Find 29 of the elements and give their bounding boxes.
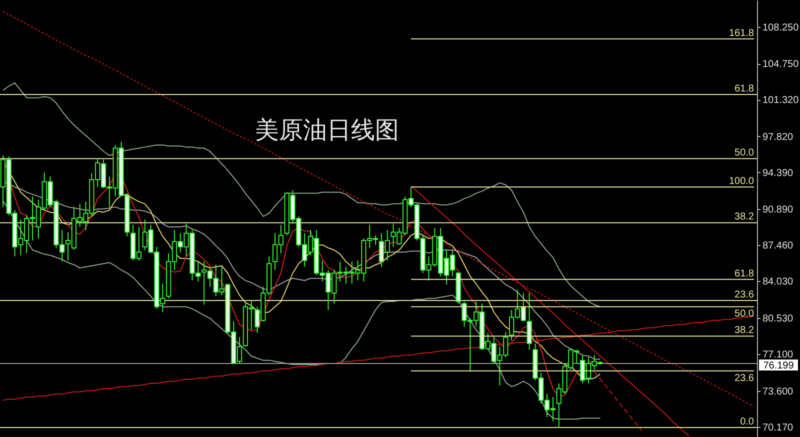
candlestick: [526, 292, 532, 350]
y-tick-label: 104.750: [762, 59, 800, 70]
y-tick-label: 70.170: [762, 422, 794, 434]
y-tick-label: 84.030: [762, 276, 794, 288]
y-tick-label: 87.460: [762, 240, 794, 252]
annotation: 50.0: [734, 308, 754, 320]
line-series: [2, 82, 601, 308]
line-series: [594, 371, 642, 432]
annotation: 61.8: [734, 268, 754, 280]
y-tick-label: 77.100: [762, 350, 794, 361]
y-tick-label: 94.390: [762, 168, 794, 179]
annotation: 50.0: [734, 148, 754, 159]
y-tick-label: 108.250: [762, 22, 800, 34]
y-tick-label: 80.530: [762, 313, 794, 324]
y-tick-label: 97.820: [762, 132, 794, 143]
ref-line-label: 76.199: [763, 360, 794, 372]
annotation: 23.6: [734, 289, 754, 300]
line-series: [2, 200, 601, 420]
annotation: 38.2: [734, 212, 754, 223]
annotation: 0.0: [740, 416, 754, 428]
text: 美原油日线图: [255, 116, 399, 144]
annotation: 23.6: [734, 372, 754, 384]
annotation: 161.8: [728, 28, 754, 39]
y-tick-label: 73.600: [762, 386, 794, 398]
y-tick-label: 101.320: [762, 95, 800, 106]
annotation: 100.0: [728, 176, 754, 187]
annotation: 38.2: [734, 325, 754, 336]
annotation: 61.8: [734, 84, 754, 95]
y-tick-label: 90.890: [762, 204, 794, 216]
